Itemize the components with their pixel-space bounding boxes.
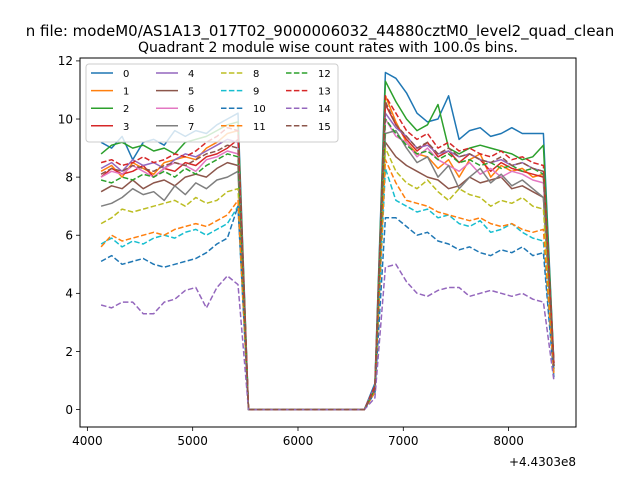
chart-title: Quadrant 2 module wise count rates with … [138, 40, 518, 56]
legend-label-9: 9 [253, 87, 259, 98]
y-tick-label: 12 [58, 54, 73, 68]
series-line-8 [100, 147, 555, 411]
legend-label-5: 5 [188, 87, 194, 98]
legend-label-10: 10 [253, 104, 266, 115]
series-line-12 [100, 118, 555, 411]
plot-lines [100, 71, 555, 411]
legend-label-1: 1 [123, 87, 129, 98]
legend-label-2: 2 [123, 104, 129, 115]
plot-frame [79, 57, 577, 428]
x-tick-label: 7000 [388, 434, 419, 448]
series-line-9 [100, 167, 555, 411]
series-line-10 [100, 205, 555, 411]
x-tick-label: 6000 [283, 434, 314, 448]
y-tick-label: 4 [65, 287, 73, 301]
series-line-1 [100, 95, 555, 411]
x-tick-label: 5000 [177, 434, 208, 448]
legend-label-7: 7 [188, 122, 194, 133]
series-line-5 [100, 141, 555, 411]
legend-box [85, 63, 339, 143]
y-tick-label: 8 [65, 170, 73, 184]
chart-suptitle: n file: modeM0/AS1A13_017T02_9000006032_… [26, 22, 615, 41]
legend-label-3: 3 [123, 122, 129, 133]
y-tick-label: 0 [65, 403, 73, 417]
legend-label-15: 15 [318, 122, 331, 133]
series-line-7 [100, 129, 555, 411]
y-tick-label: 6 [65, 229, 73, 243]
legend-label-14: 14 [318, 104, 331, 115]
legend-label-12: 12 [318, 69, 331, 80]
x-offset-label: +4.4303e8 [509, 455, 576, 469]
y-tick-label: 10 [58, 112, 73, 126]
series-line-13 [100, 95, 555, 411]
x-tick-label: 4000 [72, 434, 103, 448]
x-axis: 4000 5000 6000 7000 8000 [72, 427, 524, 448]
legend-label-6: 6 [188, 104, 194, 115]
legend-label-0: 0 [123, 69, 129, 80]
series-line-15 [100, 100, 555, 411]
series-line-11 [100, 158, 555, 411]
series-line-6 [100, 118, 555, 411]
y-axis: 0 2 4 6 8 10 12 [58, 54, 80, 417]
legend-label-13: 13 [318, 87, 331, 98]
x-tick-label: 8000 [493, 434, 524, 448]
legend-label-4: 4 [188, 69, 194, 80]
legend-label-11: 11 [253, 122, 266, 133]
y-tick-label: 2 [65, 345, 73, 359]
legend-label-8: 8 [253, 69, 259, 80]
series-line-14 [100, 263, 555, 411]
